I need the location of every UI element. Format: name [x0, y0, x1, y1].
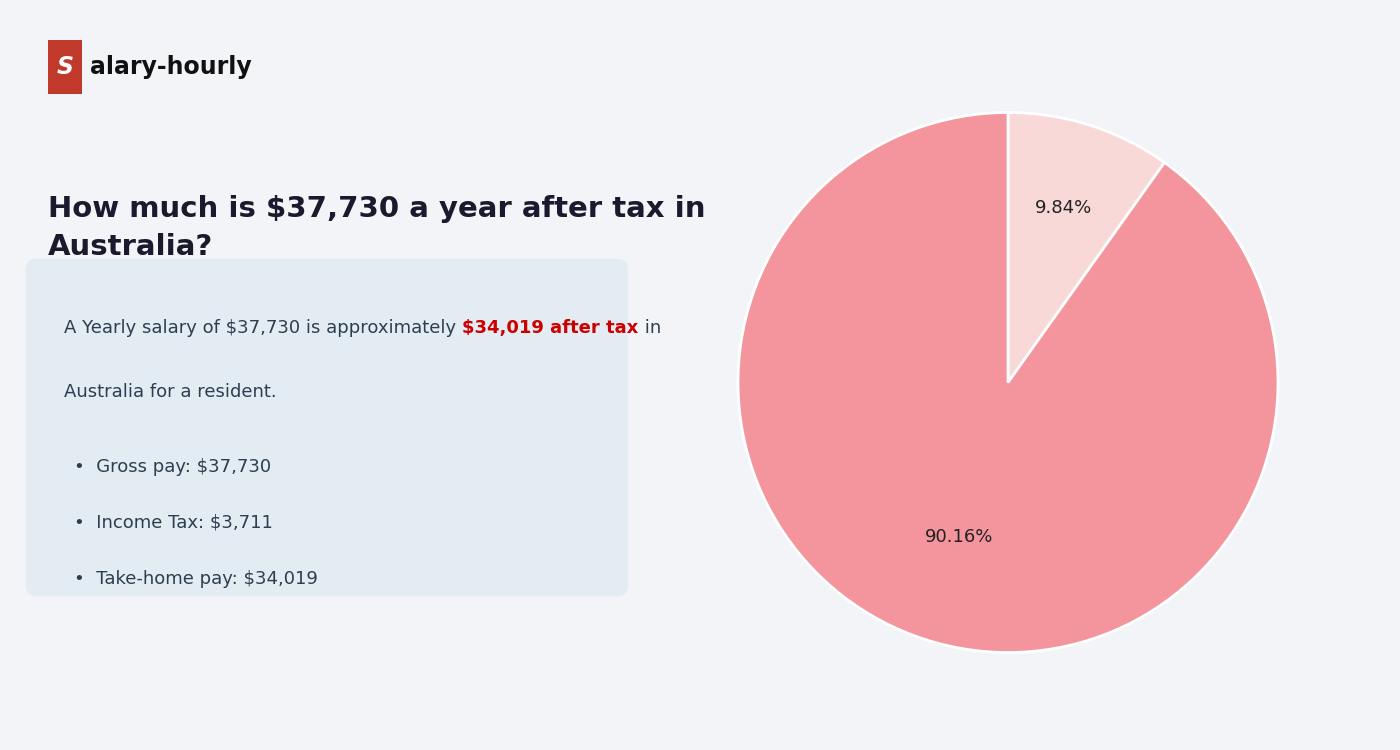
Text: $34,019 after tax: $34,019 after tax [462, 319, 638, 337]
Text: •  Income Tax: $3,711: • Income Tax: $3,711 [74, 514, 273, 532]
Text: How much is $37,730 a year after tax in
Australia?: How much is $37,730 a year after tax in … [48, 195, 706, 261]
Wedge shape [1008, 112, 1165, 382]
Text: 9.84%: 9.84% [1035, 199, 1092, 217]
Text: in: in [638, 319, 661, 337]
Text: A Yearly salary of $37,730 is approximately: A Yearly salary of $37,730 is approximat… [64, 319, 462, 337]
Text: alary-hourly: alary-hourly [90, 55, 251, 79]
Text: Australia for a resident.: Australia for a resident. [64, 382, 277, 400]
Legend: Income Tax, Take-home Pay: Income Tax, Take-home Pay [783, 0, 1126, 4]
Text: •  Gross pay: $37,730: • Gross pay: $37,730 [74, 458, 272, 476]
Text: S: S [56, 55, 74, 79]
FancyBboxPatch shape [48, 40, 81, 94]
Wedge shape [738, 112, 1278, 652]
Text: 90.16%: 90.16% [924, 528, 993, 546]
FancyBboxPatch shape [25, 259, 629, 596]
Text: •  Take-home pay: $34,019: • Take-home pay: $34,019 [74, 570, 318, 588]
